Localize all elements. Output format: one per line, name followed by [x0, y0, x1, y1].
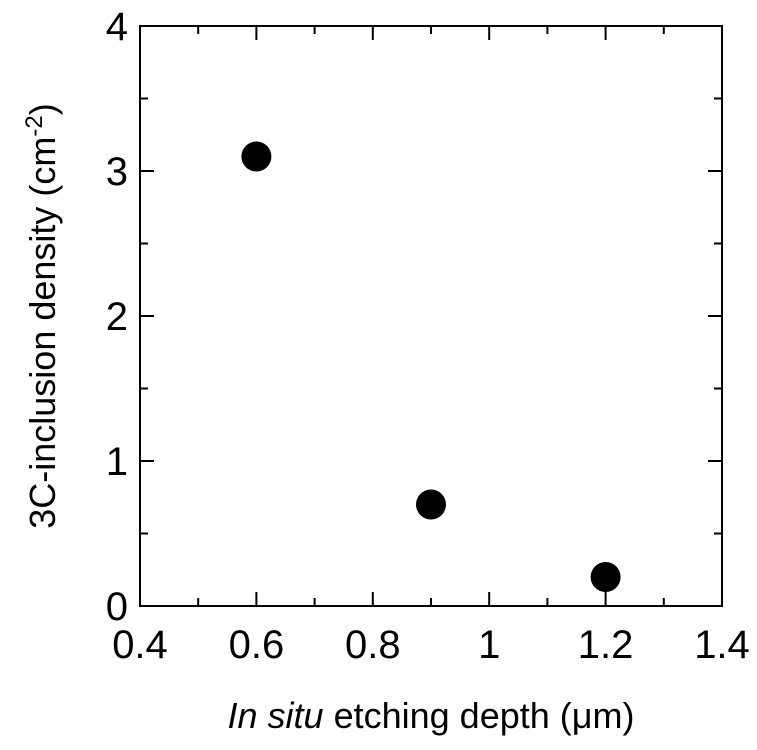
- data-point: [590, 562, 621, 592]
- x-tick-label: 0.8: [345, 623, 401, 667]
- x-tick-label: 1.2: [578, 623, 634, 667]
- y-tick-label: 3: [106, 150, 128, 194]
- x-axis-label: In situ etching depth (μm): [228, 695, 635, 736]
- data-point: [416, 489, 446, 520]
- x-tick-label: 0.6: [229, 623, 285, 667]
- x-tick-label: 1: [478, 623, 500, 667]
- data-point: [241, 141, 272, 172]
- data-points: [241, 141, 621, 592]
- y-tick-label: 0: [106, 585, 128, 629]
- axis-ticks: [139, 25, 723, 607]
- y-tick-label: 2: [106, 295, 128, 339]
- x-tick-label: 1.4: [694, 623, 750, 667]
- y-tick-label: 1: [106, 440, 128, 484]
- x-tick-label: 0.4: [112, 623, 168, 667]
- y-tick-label: 4: [106, 5, 128, 49]
- y-axis-label: 3C-inclusion density (cm-2): [21, 103, 64, 528]
- tick-labels: 0.4 0.6 0.8 1 1.2 1.4 0 1 2 3 4: [106, 5, 750, 667]
